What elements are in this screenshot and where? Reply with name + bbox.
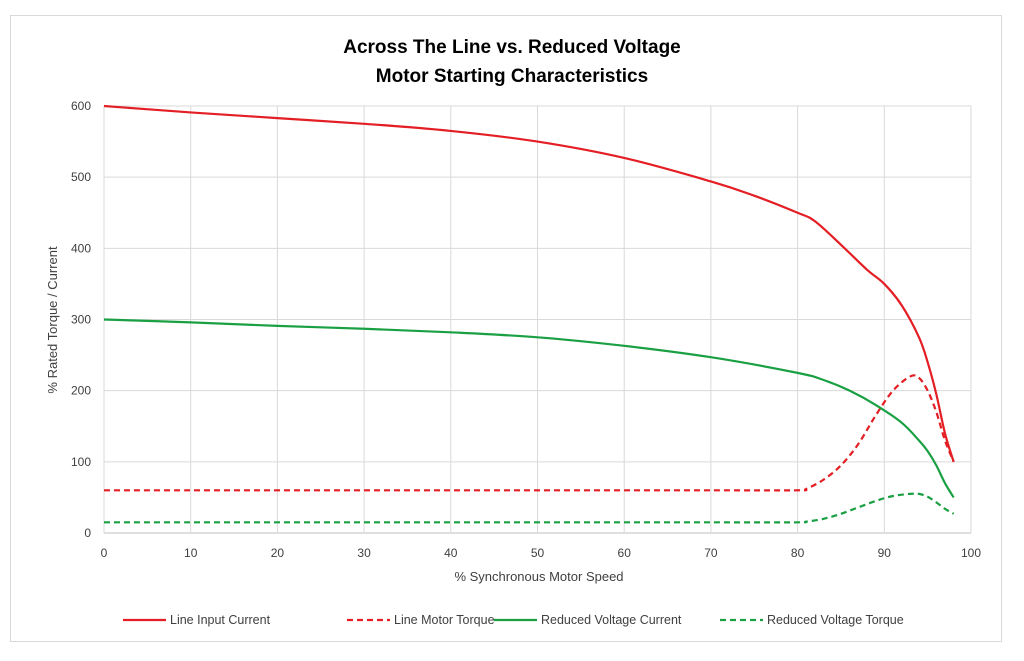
legend-label-reduced-voltage-current: Reduced Voltage Current: [541, 613, 682, 627]
series-line-line-motor-torque: [103, 374, 955, 492]
legend-label-reduced-voltage-torque: Reduced Voltage Torque: [767, 613, 904, 627]
series-line-reduced-voltage-torque: [104, 492, 955, 524]
legend-label-line-input-current: Line Input Current: [170, 613, 271, 627]
y-tick-label: 600: [71, 99, 91, 113]
x-tick-label: 90: [878, 546, 892, 560]
x-tick-label: 40: [444, 546, 458, 560]
y-tick-label: 0: [84, 526, 91, 540]
y-tick-label: 400: [71, 241, 91, 255]
series-line-line-input-current: [103, 104, 955, 463]
tick-labels: 0 100 200 300 400 500 600 0 10 20 30 40 50 60 70 80 90 10…: [71, 99, 981, 560]
gridlines: [103, 105, 972, 534]
chart-title-line-1: Across The Line vs. Reduced Voltage: [343, 37, 681, 58]
chart-title-line-2: Motor Starting Characteristics: [375, 66, 649, 87]
series-lines: [103, 104, 955, 524]
x-tick-label: 20: [271, 546, 285, 560]
x-tick-label: 0: [101, 546, 108, 560]
x-tick-label: 70: [704, 546, 718, 560]
y-axis-label: % Rated Torque / Current: [45, 246, 60, 394]
x-tick-label: 30: [357, 546, 371, 560]
x-axis-label: % Synchronous Motor Speed: [454, 569, 623, 584]
series-line-reduced-voltage-current: [103, 318, 955, 498]
y-tick-label: 500: [71, 170, 91, 184]
x-tick-label: 80: [791, 546, 805, 560]
x-tick-label: 50: [531, 546, 545, 560]
chart-frame: [10, 15, 1002, 642]
x-tick-label: 60: [618, 546, 632, 560]
chart-title: Across The Line vs. Reduced Voltage Moto…: [0, 33, 1024, 91]
y-tick-label: 300: [71, 313, 91, 327]
legend-label-line-motor-torque: Line Motor Torque: [394, 613, 495, 627]
y-tick-label: 200: [71, 384, 91, 398]
legend: Line Input Current Line Motor Torque Reduc…: [123, 613, 904, 627]
y-tick-label: 100: [71, 455, 91, 469]
x-tick-label: 10: [184, 546, 198, 560]
x-tick-label: 100: [961, 546, 981, 560]
